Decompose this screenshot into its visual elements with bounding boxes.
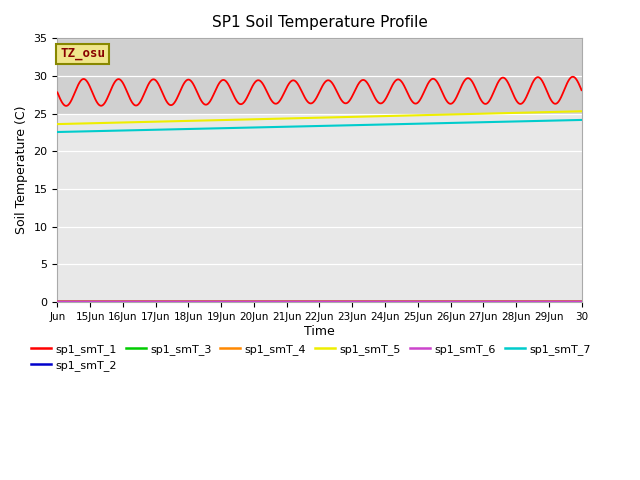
Legend: sp1_smT_1, sp1_smT_2, sp1_smT_3, sp1_smT_4, sp1_smT_5, sp1_smT_6, sp1_smT_7: sp1_smT_1, sp1_smT_2, sp1_smT_3, sp1_smT…: [26, 339, 595, 376]
Text: TZ_osu: TZ_osu: [60, 48, 105, 60]
Y-axis label: Soil Temperature (C): Soil Temperature (C): [15, 106, 28, 234]
Bar: [58, 38, 582, 114]
X-axis label: Time: Time: [304, 324, 335, 337]
Title: SP1 Soil Temperature Profile: SP1 Soil Temperature Profile: [212, 15, 428, 30]
